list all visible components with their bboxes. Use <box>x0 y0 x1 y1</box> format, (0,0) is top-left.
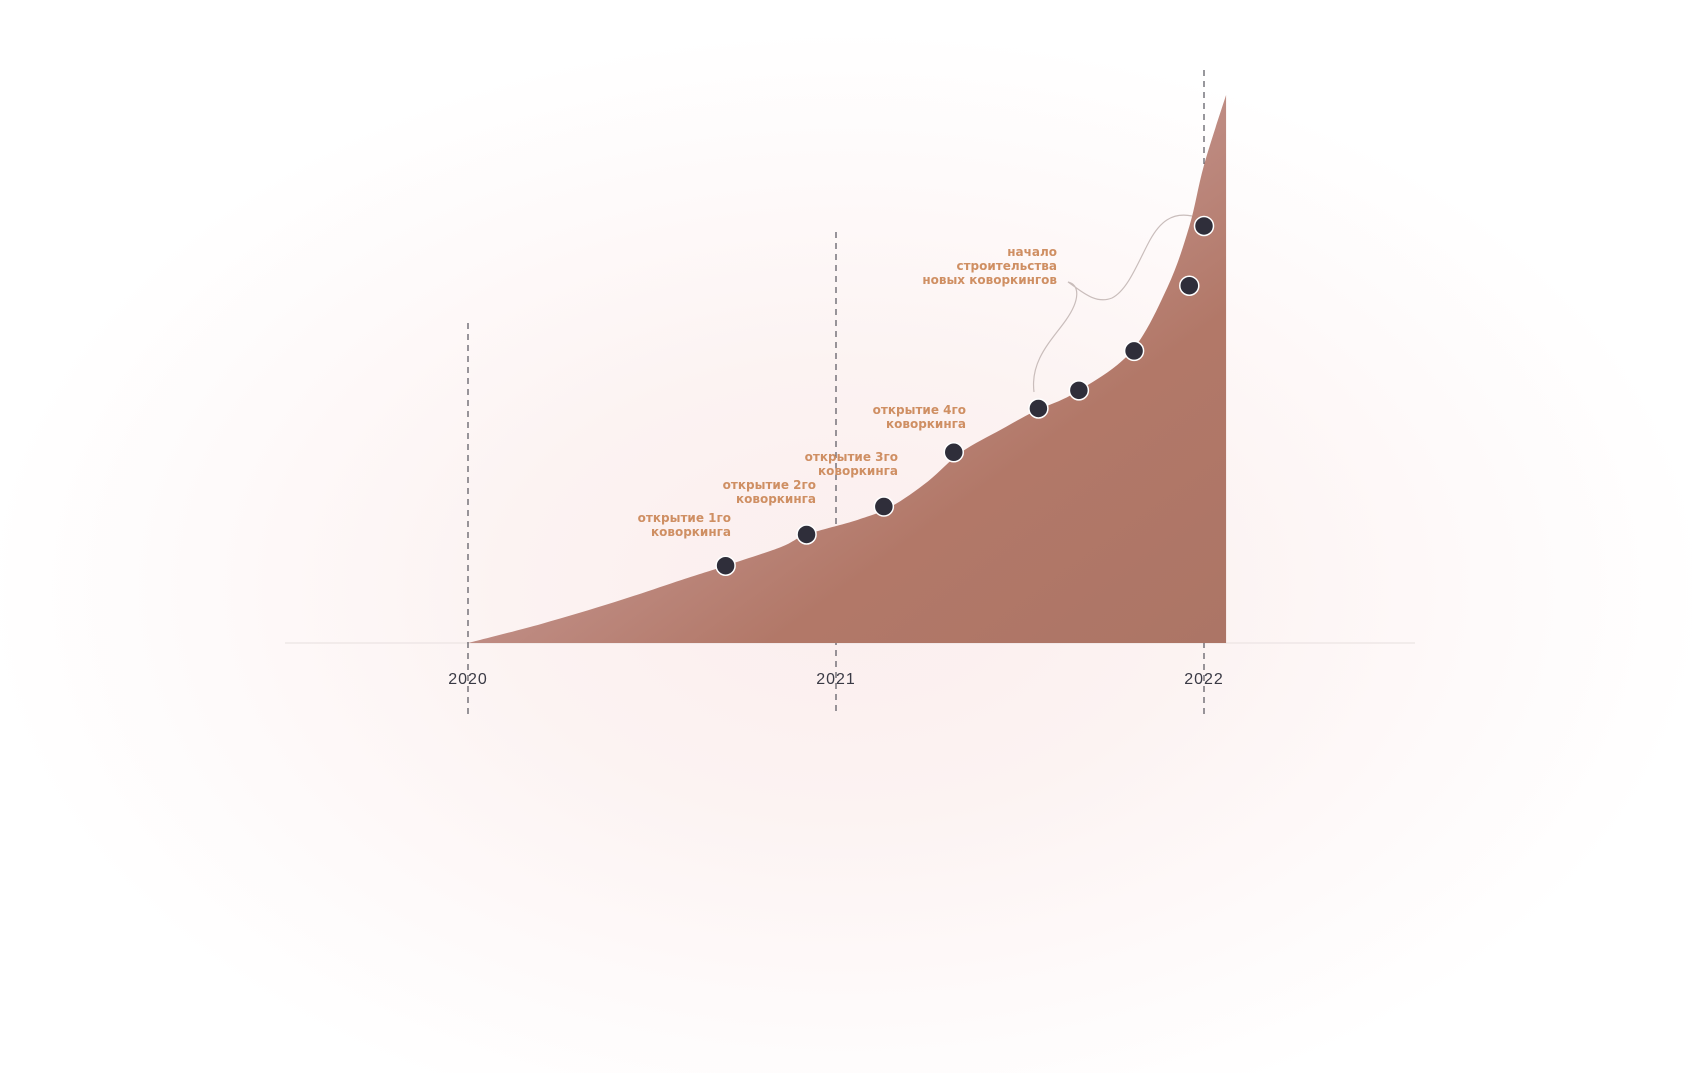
area-series <box>468 95 1227 643</box>
annotation-5-line-2: строительства <box>956 259 1057 273</box>
annotation-5-line-1: начало <box>1007 245 1057 259</box>
area-fill <box>468 95 1227 643</box>
annotation-4-line-1: открытие 4го <box>873 403 966 417</box>
annotation-2-line-1: открытие 2го <box>723 478 816 492</box>
x-tick-2021: 2021 <box>816 671 856 688</box>
x-tick-2020: 2020 <box>448 671 488 688</box>
bracket-annotation-line <box>1032 214 1193 393</box>
annotation-4-line-2: коворкинга <box>886 417 966 431</box>
data-point-7 <box>1123 340 1145 362</box>
annotation-3-line-1: открытие 3го <box>805 450 898 464</box>
annotation-1-line-1: открытие 1го <box>638 511 731 525</box>
data-point-8 <box>1179 275 1200 296</box>
data-point-9 <box>1193 215 1215 237</box>
x-tick-2022: 2022 <box>1184 671 1224 688</box>
annotation-2-line-2: коворкинга <box>736 492 816 506</box>
data-point-6 <box>1068 380 1090 401</box>
annotation-bracket <box>1032 214 1193 393</box>
data-point-3 <box>873 496 895 517</box>
x-axis-ticks: 2020 2021 2022 <box>448 671 1224 688</box>
annotation-1-line-2: коворкинга <box>651 525 731 539</box>
data-point-2 <box>796 524 817 545</box>
data-point-4 <box>943 442 965 463</box>
data-point-1 <box>715 555 736 576</box>
annotation-3-line-2: коворкинга <box>818 464 898 478</box>
data-point-5 <box>1028 398 1049 419</box>
annotation-5-line-3: новых коворкингов <box>922 273 1057 287</box>
data-points <box>715 215 1215 576</box>
